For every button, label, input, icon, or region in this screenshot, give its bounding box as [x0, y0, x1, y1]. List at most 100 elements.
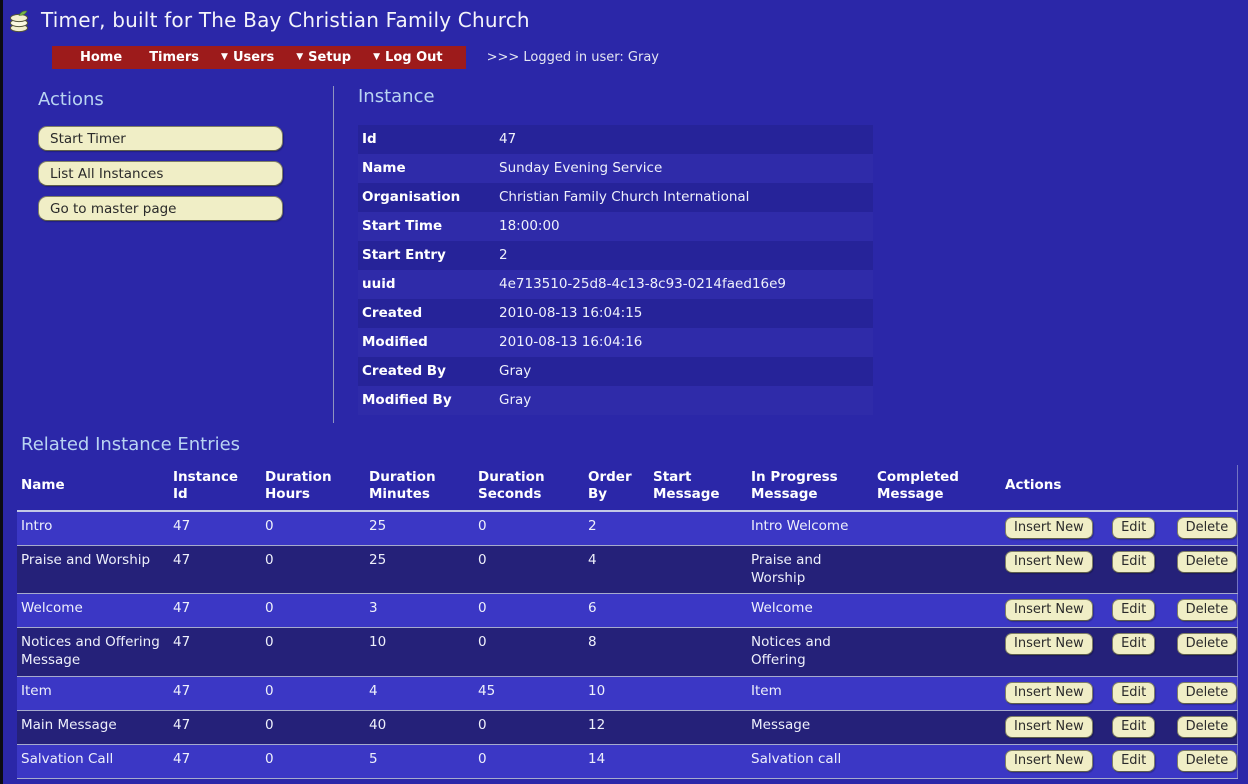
- cell-completed-message: [873, 511, 1001, 546]
- instance-field-row: Modified 2010-08-13 16:04:16: [358, 328, 873, 357]
- column-header: Duration Minutes: [369, 469, 436, 502]
- cell-completed-message: [873, 545, 1001, 593]
- nav-item-label: Setup: [308, 50, 352, 65]
- nav-item-label: Home: [80, 50, 123, 65]
- cell-actions: Insert New Edit Delete: [1001, 511, 1238, 546]
- cell-in-progress-message: Notices and Offering: [751, 634, 831, 669]
- insert-new-button[interactable]: Insert New: [1005, 681, 1093, 704]
- table-row: Praise and Worship 47 0 25 0 4 Praise an…: [17, 545, 1238, 594]
- nav-item-label: Log Out: [385, 50, 443, 65]
- delete-button[interactable]: Delete: [1176, 633, 1238, 656]
- field-value: Christian Family Church International: [499, 189, 750, 205]
- column-header: Start Message: [653, 469, 720, 502]
- cell-duration-seconds: 0: [478, 517, 487, 534]
- instance-field-row: Created By Gray: [358, 357, 873, 386]
- cell-start-message: [649, 628, 747, 676]
- actions-button-list: Start Timer List All Instances Go to mas…: [38, 126, 333, 221]
- insert-new-button[interactable]: Insert New: [1005, 715, 1093, 738]
- cell-duration-hours: 0: [265, 716, 274, 733]
- actions-heading: Actions: [38, 89, 104, 110]
- cell-instance-id: 47: [173, 634, 191, 651]
- cell-name: Praise and Worship: [21, 551, 151, 568]
- sidebar-action-button[interactable]: Go to master page: [38, 196, 283, 221]
- instance-heading: Instance: [358, 86, 435, 107]
- cell-duration-hours: 0: [265, 750, 274, 767]
- instance-field-row: Start Entry 2: [358, 241, 873, 270]
- insert-new-button[interactable]: Insert New: [1005, 599, 1093, 622]
- sidebar-action-button[interactable]: Start Timer: [38, 126, 283, 151]
- table-row: Salvation Call 47 0 5 0 14 Salvation cal…: [17, 744, 1238, 779]
- cell-duration-seconds: 0: [478, 750, 487, 767]
- insert-new-button[interactable]: Insert New: [1005, 749, 1093, 772]
- delete-button[interactable]: Delete: [1176, 550, 1238, 573]
- column-header: Instance Id: [173, 469, 239, 502]
- cell-name: Main Message: [21, 716, 117, 733]
- table-row: Notices and Offering Message 47 0 10 0 8…: [17, 627, 1238, 677]
- cell-actions: Insert New Edit Delete: [1001, 628, 1238, 676]
- content-area: Actions Start Timer List All Instances G…: [3, 86, 1248, 423]
- field-value: 2010-08-13 16:04:16: [499, 334, 643, 350]
- cell-in-progress-message: Item: [751, 682, 782, 699]
- cell-completed-message: [873, 676, 1001, 710]
- cell-order-by: 8: [588, 634, 597, 651]
- edit-button[interactable]: Edit: [1112, 599, 1156, 622]
- cell-duration-seconds: 0: [478, 600, 487, 617]
- delete-button[interactable]: Delete: [1176, 599, 1238, 622]
- cell-name: Intro: [21, 517, 53, 534]
- field-value: 4e713510-25d8-4c13-8c93-0214faed16e9: [499, 276, 786, 292]
- cell-start-message: [649, 710, 747, 744]
- cell-actions: Insert New Edit Delete: [1001, 676, 1238, 710]
- insert-new-button[interactable]: Insert New: [1005, 633, 1093, 656]
- nav-item[interactable]: ▼ Log Out: [362, 49, 454, 66]
- nav-item-label: Users: [232, 50, 275, 65]
- cell-order-by: 4: [588, 551, 597, 568]
- field-label: Created By: [362, 363, 446, 379]
- instance-field-row: Start Time 18:00:00: [358, 212, 873, 241]
- edit-button[interactable]: Edit: [1112, 715, 1156, 738]
- cell-order-by: 14: [588, 750, 606, 767]
- instance-field-row: Modified By Gray: [358, 386, 873, 415]
- cell-duration-seconds: 45: [478, 682, 496, 699]
- cell-completed-message: [873, 594, 1001, 628]
- nav-item[interactable]: Timers: [133, 49, 210, 66]
- cell-instance-id: 47: [173, 716, 191, 733]
- cell-instance-id: 47: [173, 682, 191, 699]
- field-value: Sunday Evening Service: [499, 160, 663, 176]
- insert-new-button[interactable]: Insert New: [1005, 516, 1093, 539]
- nav-item[interactable]: ▼ Setup: [285, 49, 362, 66]
- cell-in-progress-message: Welcome: [751, 600, 813, 617]
- nav-item[interactable]: ▼ Users: [210, 49, 285, 66]
- cell-actions: Insert New Edit Delete: [1001, 545, 1238, 593]
- insert-new-button[interactable]: Insert New: [1005, 550, 1093, 573]
- cell-order-by: 10: [588, 682, 606, 699]
- field-label: uuid: [362, 276, 396, 292]
- cell-name: Item: [21, 682, 52, 699]
- nav-item[interactable]: Home: [64, 49, 133, 66]
- dropdown-arrow-icon: ▼: [221, 52, 228, 62]
- cell-duration-minutes: 25: [369, 551, 387, 568]
- column-header: Duration Hours: [265, 469, 332, 502]
- dropdown-arrow-icon: ▼: [373, 52, 381, 62]
- delete-button[interactable]: Delete: [1176, 715, 1238, 738]
- table-row: Intro 47 0 25 0 2 Intro Welcome Insert N…: [17, 510, 1238, 546]
- edit-button[interactable]: Edit: [1112, 633, 1156, 656]
- column-header: In Progress Message: [751, 469, 838, 502]
- edit-button[interactable]: Edit: [1112, 749, 1156, 772]
- edit-button[interactable]: Edit: [1112, 516, 1156, 539]
- field-value: 47: [499, 131, 517, 147]
- edit-button[interactable]: Edit: [1112, 681, 1156, 704]
- delete-button[interactable]: Delete: [1176, 681, 1238, 704]
- cell-name: Notices and Offering Message: [21, 634, 160, 669]
- cell-duration-seconds: 0: [478, 634, 487, 651]
- column-header: Name: [21, 477, 65, 494]
- cell-duration-seconds: 0: [478, 551, 487, 568]
- edit-button[interactable]: Edit: [1112, 550, 1156, 573]
- cell-duration-hours: 0: [265, 517, 274, 534]
- cell-completed-message: [873, 628, 1001, 676]
- cell-duration-seconds: 0: [478, 716, 487, 733]
- sidebar-action-button[interactable]: List All Instances: [38, 161, 283, 186]
- delete-button[interactable]: Delete: [1176, 749, 1238, 772]
- delete-button[interactable]: Delete: [1176, 516, 1238, 539]
- cell-duration-minutes: 3: [369, 600, 378, 617]
- field-label: Organisation: [362, 189, 461, 205]
